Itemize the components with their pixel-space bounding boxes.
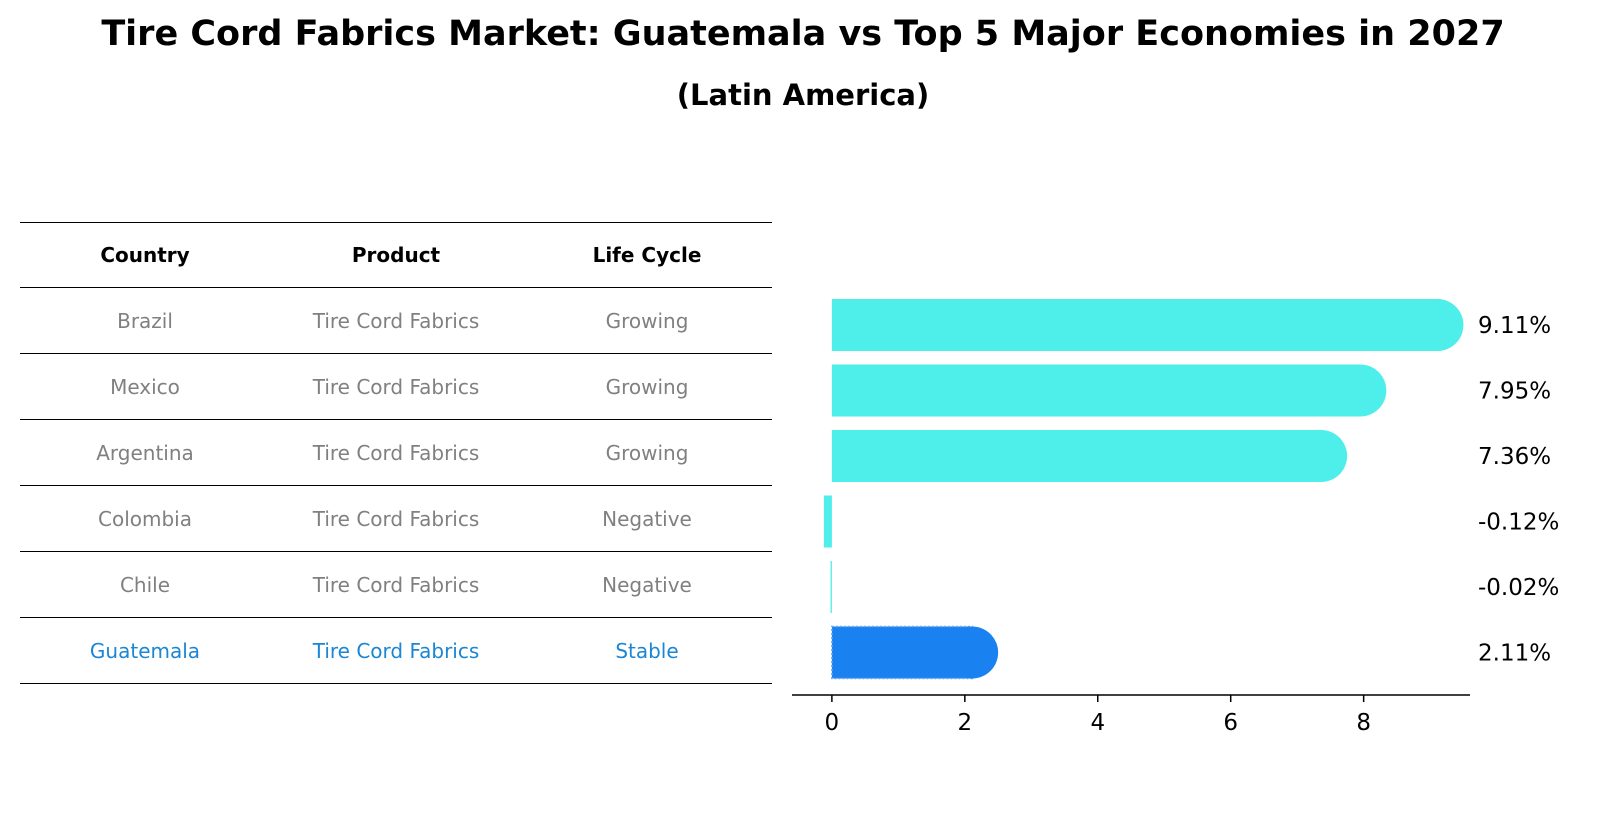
product-cell: Tire Cord Fabrics — [312, 308, 480, 333]
product-cell: Tire Cord Fabrics — [312, 506, 480, 531]
bar-body — [823, 495, 832, 548]
header-life-cycle: Life Cycle — [592, 243, 702, 267]
country-cell: Argentina — [96, 440, 194, 465]
table-row: Mexico Tire Cord Fabrics Growing — [20, 354, 772, 420]
x-axis: 0 2 4 6 8 — [792, 694, 1470, 736]
x-tick-label: 0 — [825, 710, 840, 736]
x-tick-label: 6 — [1223, 710, 1238, 736]
bar-body — [831, 430, 1322, 482]
value-label: 7.95% — [1478, 379, 1551, 405]
country-cell: Brazil — [117, 308, 173, 333]
bar-mexico — [831, 364, 1387, 417]
table-row: Argentina Tire Cord Fabrics Growing — [20, 420, 772, 486]
value-labels-layer: 9.11% 7.95% 7.36% -0.12% -0.02% 2.11% — [1478, 313, 1559, 667]
value-label: -0.02% — [1478, 575, 1559, 601]
life-cycle-cell: Negative — [602, 572, 692, 597]
bar-body — [830, 561, 832, 613]
product-cell: Tire Cord Fabrics — [312, 374, 480, 399]
table-row: Chile Tire Cord Fabrics Negative — [20, 552, 772, 618]
value-label: -0.12% — [1478, 510, 1559, 536]
country-cell: Colombia — [98, 506, 192, 531]
chart-subtitle: (Latin America) — [676, 78, 930, 112]
life-cycle-cell: Growing — [605, 374, 689, 399]
life-cycle-cell: Growing — [605, 308, 689, 333]
bar-body — [831, 299, 1438, 351]
country-cell: Mexico — [110, 374, 180, 399]
country-cell: Guatemala — [89, 638, 201, 663]
chart-title: Tire Cord Fabrics Market: Guatemala vs T… — [101, 14, 1505, 54]
country-table: Country Product Life Cycle Brazil Tire C… — [20, 222, 772, 684]
value-label: 2.11% — [1478, 641, 1551, 667]
bar-colombia — [823, 495, 832, 548]
header-country: Country — [100, 243, 190, 267]
table-row: Brazil Tire Cord Fabrics Growing — [20, 288, 772, 354]
life-cycle-cell: Growing — [605, 440, 689, 465]
bar-argentina — [831, 430, 1348, 482]
product-cell: Tire Cord Fabrics — [312, 440, 480, 465]
bars-layer — [823, 299, 1464, 680]
country-cell: Chile — [119, 572, 171, 597]
bar-chile — [830, 561, 832, 613]
value-label: 7.36% — [1478, 444, 1551, 470]
bar-cap — [1295, 430, 1348, 482]
bar-guatemala — [831, 625, 999, 680]
table-row-highlight: Guatemala Tire Cord Fabrics Stable — [20, 618, 772, 684]
bar-cap — [1334, 364, 1387, 417]
bar-body — [831, 364, 1361, 417]
table-row: Colombia Tire Cord Fabrics Negative — [20, 486, 772, 552]
x-tick-label: 4 — [1090, 710, 1105, 736]
bar-cap — [946, 626, 999, 679]
product-cell: Tire Cord Fabrics — [312, 638, 480, 663]
bar-brazil — [831, 299, 1464, 351]
x-tick-label: 8 — [1356, 710, 1371, 736]
value-label: 9.11% — [1478, 313, 1551, 339]
life-cycle-cell: Stable — [615, 638, 679, 663]
header-product: Product — [351, 243, 441, 267]
product-cell: Tire Cord Fabrics — [312, 572, 480, 597]
life-cycle-cell: Negative — [602, 506, 692, 531]
bar-cap — [1411, 299, 1464, 351]
x-tick-label: 2 — [958, 710, 973, 736]
table-header-row: Country Product Life Cycle — [20, 222, 772, 288]
